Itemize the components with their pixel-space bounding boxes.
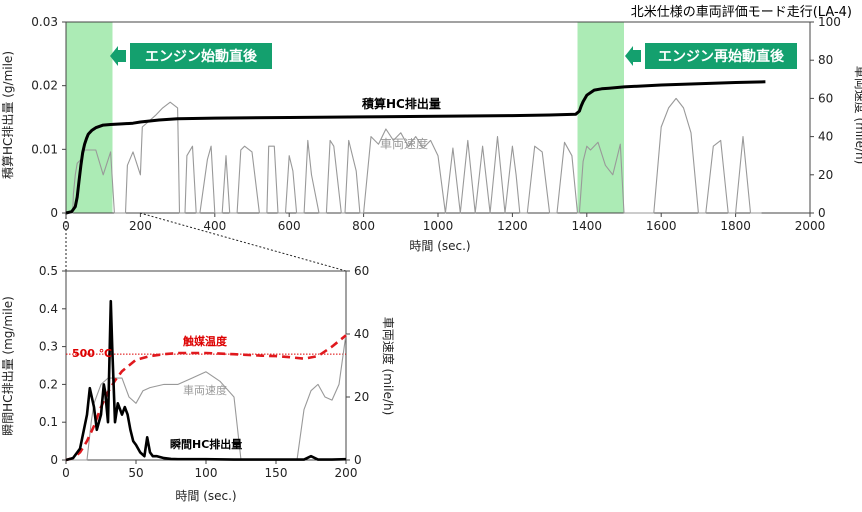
x-tick-label: 1000 [423, 219, 454, 233]
banner-label-0: エンジン始動直後 [145, 48, 258, 65]
y-left-tick-label: 0.2 [39, 377, 58, 391]
x-tick-label: 1200 [497, 219, 528, 233]
y-left-tick-label: 0.3 [39, 340, 58, 354]
y-left-tick-label: 0.03 [31, 15, 58, 29]
banner-label-1: エンジン再始動直後 [658, 48, 785, 65]
catalyst-temp-series [65, 334, 347, 462]
y-right-tick-label: 60 [354, 264, 369, 278]
bottom-y-axis-label-left: 瞬間HC排出量 (mg/mile) [1, 296, 15, 436]
plot-frame [65, 270, 347, 461]
top-y-axis-label-right: 車両速度 (mile/h) [853, 66, 862, 165]
x-tick-label: 0 [62, 466, 70, 480]
banner-arrow-1 [625, 46, 641, 66]
x-tick-label: 600 [278, 219, 301, 233]
y-left-tick-label: 0 [50, 453, 58, 467]
bottom-hc-series [65, 299, 347, 462]
hc-instant-annotation: 瞬間HC排出量 [170, 437, 242, 451]
top-hc-series [65, 80, 766, 215]
highlight-bands [66, 22, 624, 213]
series-line-1 [66, 97, 762, 214]
catalyst-temp-annotation: 触媒温度 [182, 334, 228, 348]
x-tick-label: 1400 [572, 219, 603, 233]
y-right-tick-label: 40 [818, 130, 833, 144]
y-right-tick-label: 60 [818, 91, 833, 105]
top-x-axis-label: 時間 (sec.) [409, 239, 470, 253]
zoom-connector-right [139, 212, 347, 272]
x-tick-label: 1800 [720, 219, 751, 233]
bottom-y-axis-label-right: 車両速度 (mile/h) [381, 317, 396, 416]
series-line-2 [66, 333, 347, 461]
x-tick-label: 2000 [795, 219, 826, 233]
y-right-tick-label: 80 [818, 53, 833, 67]
y-left-tick-label: 0.02 [31, 79, 58, 93]
x-tick-label: 400 [203, 219, 226, 233]
ref-line-label: 500 ℃ [72, 347, 112, 360]
banner-box-0 [130, 43, 272, 69]
series-line-0 [65, 80, 766, 215]
bottom-speed-series [66, 333, 347, 461]
y-right-tick-label: 0 [818, 206, 826, 220]
y-left-tick-label: 0.01 [31, 142, 58, 156]
x-tick-label: 200 [335, 466, 358, 480]
y-left-tick-label: 0 [50, 206, 58, 220]
y-right-tick-label: 20 [818, 168, 833, 182]
speed-annotation-top: 車両速度 [380, 136, 428, 151]
banner-arrow-0 [110, 46, 126, 66]
y-left-tick-label: 0.4 [39, 302, 58, 316]
top-y-axis-label-left: 積算HC排出量 (g/mile) [0, 51, 15, 179]
highlight-band-0 [66, 22, 113, 213]
series-line-1 [65, 334, 347, 462]
hc-cumulative-annotation: 積算HC排出量 [361, 96, 441, 111]
x-tick-label: 150 [265, 466, 288, 480]
x-tick-label: 1600 [646, 219, 677, 233]
banners: エンジン始動直後 エンジン再始動直後 [110, 43, 797, 69]
x-tick-label: 50 [128, 466, 143, 480]
y-right-tick-label: 20 [354, 390, 369, 404]
x-tick-label: 100 [195, 466, 218, 480]
bottom-x-axis-label: 時間 (sec.) [175, 489, 236, 503]
y-left-tick-label: 0.5 [39, 264, 58, 278]
y-right-tick-label: 0 [354, 453, 362, 467]
y-right-tick-label: 40 [354, 327, 369, 341]
series-line-0 [65, 299, 347, 462]
top-speed-series [66, 97, 762, 214]
y-right-tick-label: 100 [818, 15, 841, 29]
y-left-tick-label: 0.1 [39, 415, 58, 429]
speed-annotation-bottom: 車両速度 [183, 383, 227, 397]
banner-box-1 [645, 43, 797, 69]
highlight-band-1 [577, 22, 624, 213]
chart-title: 北米仕様の車両評価モード走行(LA-4) [631, 5, 852, 20]
x-tick-label: 200 [129, 219, 152, 233]
top-chart: 北米仕様の車両評価モード走行(LA-4) 0200400600800100012… [0, 5, 862, 253]
x-tick-label: 800 [352, 219, 375, 233]
